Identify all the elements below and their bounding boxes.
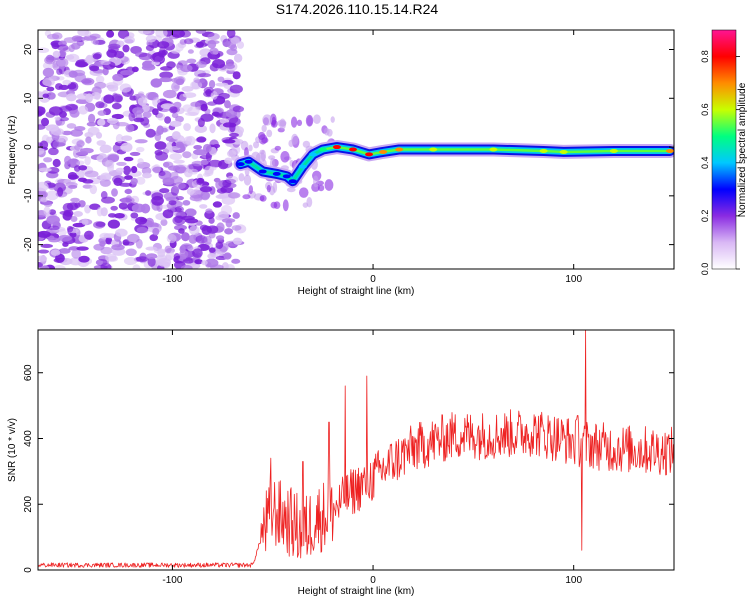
colorbar-tick-label: 0.6	[700, 103, 710, 116]
spectrogram-xtick-label: 100	[565, 274, 582, 285]
spectrogram-ridge-point	[272, 171, 281, 176]
spectrogram-ridge-point	[318, 147, 327, 152]
snr-xtick-label: 100	[565, 575, 582, 586]
colorbar-label: Normalized spectral amplitude	[737, 82, 748, 217]
spectrogram-xlabel: Height of straight line (km)	[298, 286, 415, 297]
spectrogram-ridge-point	[429, 147, 438, 152]
spectrogram-ridge-point	[609, 148, 618, 153]
spectrogram-ridge-point	[298, 164, 307, 169]
chart-title: S174.2026.110.15.14.R24	[276, 1, 439, 17]
spectrogram-ytick-label: 20	[23, 44, 34, 56]
spectrogram-ridge-point	[395, 147, 404, 152]
spectrogram-noise-blobs	[38, 30, 247, 269]
spectrogram-ridge-point	[489, 147, 498, 152]
snr-xtick-label: -100	[162, 575, 182, 586]
colorbar-tick-label: 0.8	[700, 50, 710, 63]
spectrogram-ridge-point	[244, 159, 253, 164]
spectrogram-ridge-point	[559, 149, 568, 154]
spectrogram-ridge-point	[308, 152, 317, 157]
colorbar-ticks: 0.0 0.2 0.4 0.6 0.8	[700, 50, 740, 275]
snr-frame	[37, 329, 675, 571]
spectrogram-ytick-label: 0	[23, 144, 34, 150]
snr-ticks: -100 0 100 0 200 400 600	[23, 330, 674, 586]
spectrogram-xtick-label: -100	[162, 274, 182, 285]
snr-series-line	[38, 330, 674, 568]
snr-panel: -100 0 100 0 200 400 600 Height of straight li…	[7, 329, 675, 597]
snr-ylabel: SNR (10 * v/v)	[7, 418, 18, 482]
spectrogram-ridge-point	[379, 149, 388, 154]
colorbar: 0.0 0.2 0.4 0.6 0.8 Normalized spectral ampl…	[700, 29, 748, 275]
snr-xtick-label: 0	[370, 575, 376, 586]
snr-xlabel: Height of straight line (km)	[298, 586, 415, 597]
spectrogram-ridge-point	[282, 174, 291, 179]
snr-ytick-label: 200	[23, 495, 34, 512]
colorbar-gradient	[711, 29, 737, 270]
snr-ytick-label: 0	[23, 567, 34, 573]
spectrogram-frame	[37, 29, 675, 270]
spectrogram-ridge-point	[236, 162, 245, 167]
spectrogram-ridge-point	[332, 145, 341, 150]
spectrogram-ridge-point	[539, 148, 548, 153]
spectrogram-ridge-point	[258, 169, 267, 174]
spectrogram-ridge-point	[365, 152, 374, 157]
spectrogram-ytick-label: -10	[23, 188, 34, 203]
spectrogram-ridge-point	[348, 147, 357, 152]
spectrogram-ridge-point	[665, 148, 674, 153]
snr-ytick-label: 600	[23, 364, 34, 381]
spectrogram-ytick-label: -20	[23, 237, 34, 252]
colorbar-tick-label: 0.4	[700, 157, 710, 170]
spectrogram-ridge-point	[288, 179, 297, 184]
colorbar-tick-label: 0.0	[700, 263, 710, 276]
spectrogram-ridge	[233, 140, 674, 189]
snr-ytick-label: 400	[23, 430, 34, 447]
spectrogram-xtick-label: 0	[370, 274, 376, 285]
spectrogram-image	[38, 30, 674, 269]
spectrogram-ytick-label: 10	[23, 92, 34, 104]
spectrogram-ylabel: Frequency (Hz)	[7, 116, 18, 185]
colorbar-tick-label: 0.2	[700, 210, 710, 223]
